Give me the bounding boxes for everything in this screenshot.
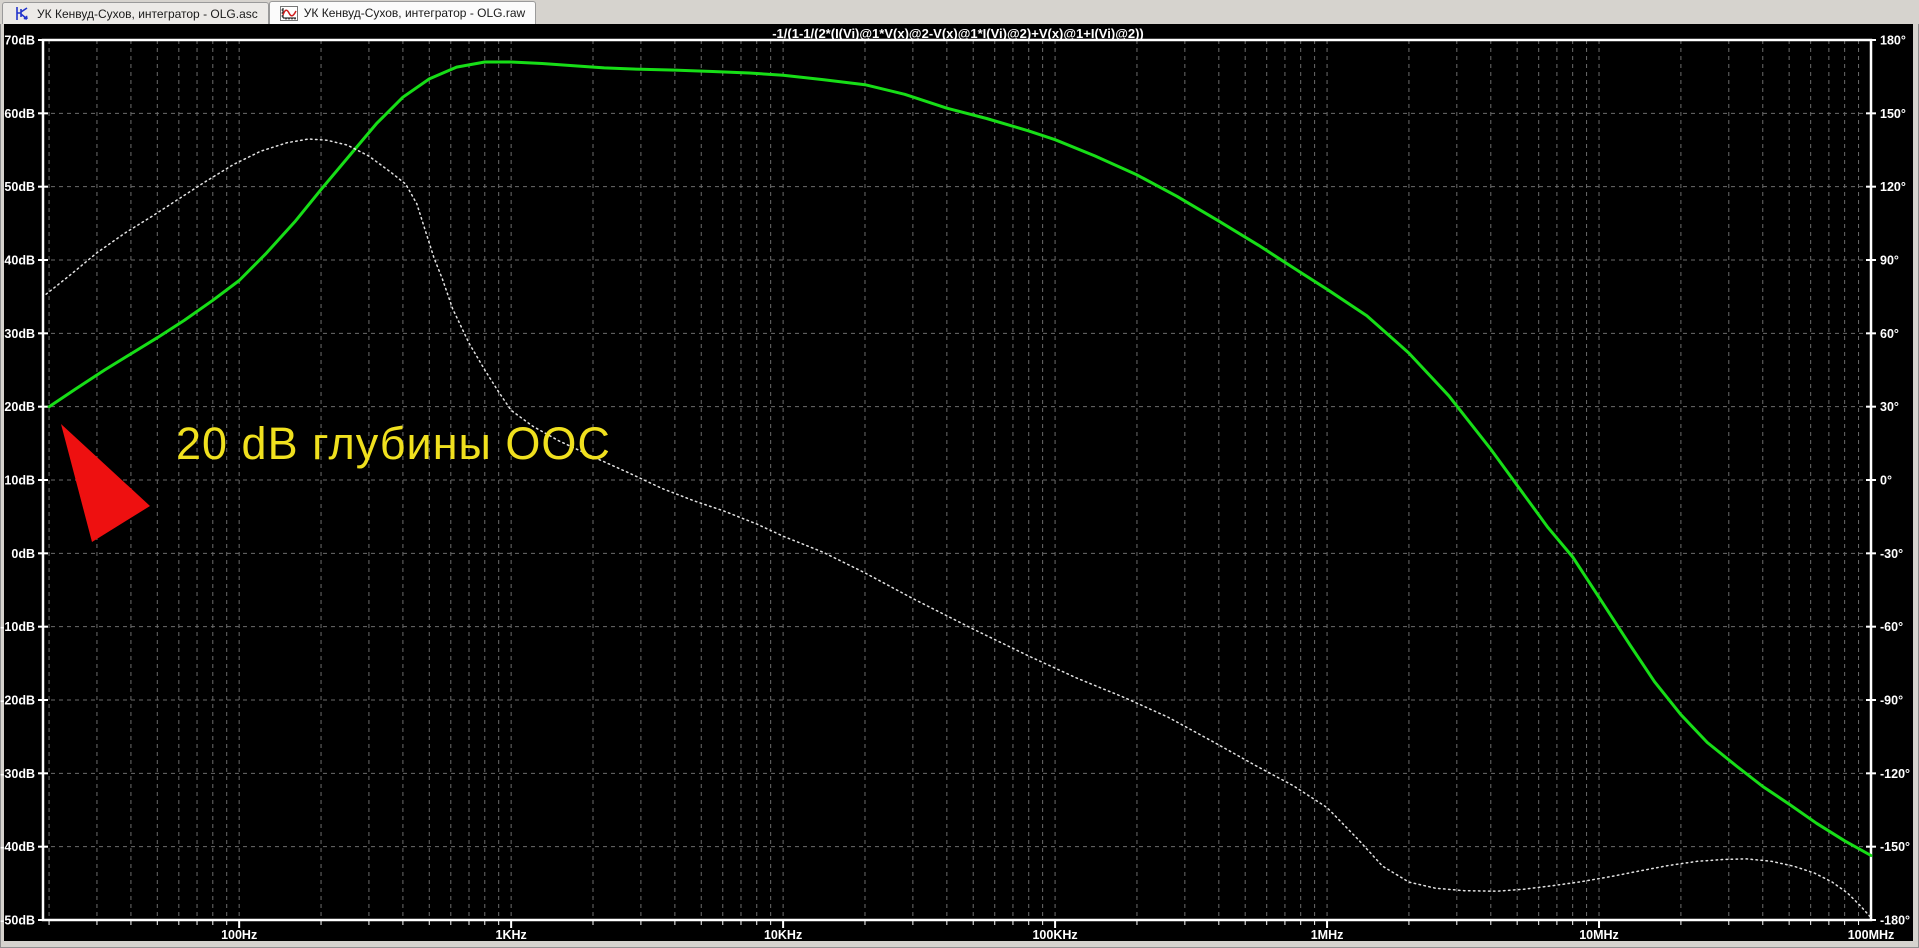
x-tick-label: 100Hz xyxy=(221,928,257,942)
y-left-tick-label: -10dB xyxy=(0,620,35,634)
waveform-pane xyxy=(4,24,1913,941)
x-tick-label: 10KHz xyxy=(764,928,802,942)
x-tick-label: 100MHz xyxy=(1848,928,1895,942)
waveform-icon xyxy=(279,5,298,21)
y-left-tick-label: 0dB xyxy=(11,547,35,561)
y-right-tick-label: -60° xyxy=(1880,620,1903,634)
y-right-tick-label: -150° xyxy=(1880,840,1910,854)
y-left-tick-label: 70dB xyxy=(4,34,35,48)
y-left-tick-label: 30dB xyxy=(4,327,35,341)
y-right-tick-label: 180° xyxy=(1880,34,1906,48)
y-left-tick-label: 20dB xyxy=(4,400,35,414)
y-left-tick-label: 10dB xyxy=(4,474,35,488)
y-right-tick-label: 60° xyxy=(1880,327,1899,341)
y-right-tick-label: 0° xyxy=(1880,474,1892,488)
y-right-tick-label: 90° xyxy=(1880,254,1899,268)
y-right-tick-label: -90° xyxy=(1880,694,1903,708)
y-left-tick-label: -50dB xyxy=(0,914,35,928)
x-tick-label: 1MHz xyxy=(1311,928,1344,942)
annotation-arrow-icon xyxy=(61,424,150,542)
y-left-tick-label: 50dB xyxy=(4,180,35,194)
tab-bar: УК Кенвуд-Сухов, интегратор - OLG.asc УК… xyxy=(0,0,1919,24)
annotation-text: 20 dB глубины ООС xyxy=(176,418,611,469)
y-left-tick-label: -40dB xyxy=(0,840,35,854)
magnitude-trace[interactable] xyxy=(47,60,1873,857)
phase-trace[interactable] xyxy=(45,138,1872,919)
plot-title: -1/(1-1/(2*(I(Vi)@1*V(x)@2-V(x)@1*I(Vi)@… xyxy=(772,26,1144,41)
tab-label: УК Кенвуд-Сухов, интегратор - OLG.raw xyxy=(303,6,526,20)
y-left-tick-label: -20dB xyxy=(0,694,35,708)
tab-waveform[interactable]: УК Кенвуд-Сухов, интегратор - OLG.raw xyxy=(268,1,537,24)
y-right-tick-label: -30° xyxy=(1880,547,1903,561)
y-right-tick-label: 30° xyxy=(1880,400,1899,414)
x-tick-label: 100KHz xyxy=(1032,928,1077,942)
x-tick-label: 10MHz xyxy=(1579,928,1619,942)
schematic-icon xyxy=(13,6,31,21)
y-right-tick-label: 120° xyxy=(1880,180,1906,194)
y-left-tick-label: -30dB xyxy=(0,767,35,781)
y-left-tick-label: 60dB xyxy=(4,107,35,121)
y-right-tick-label: -120° xyxy=(1880,767,1910,781)
plot-border xyxy=(41,38,1873,922)
tab-schematic[interactable]: УК Кенвуд-Сухов, интегратор - OLG.asc xyxy=(2,2,269,24)
tab-label: УК Кенвуд-Сухов, интегратор - OLG.asc xyxy=(37,6,258,21)
y-right-tick-label: 150° xyxy=(1880,107,1906,121)
y-left-tick-label: 40dB xyxy=(4,254,35,268)
x-tick-label: 1KHz xyxy=(496,928,527,942)
y-right-tick-label: -180° xyxy=(1880,914,1910,928)
